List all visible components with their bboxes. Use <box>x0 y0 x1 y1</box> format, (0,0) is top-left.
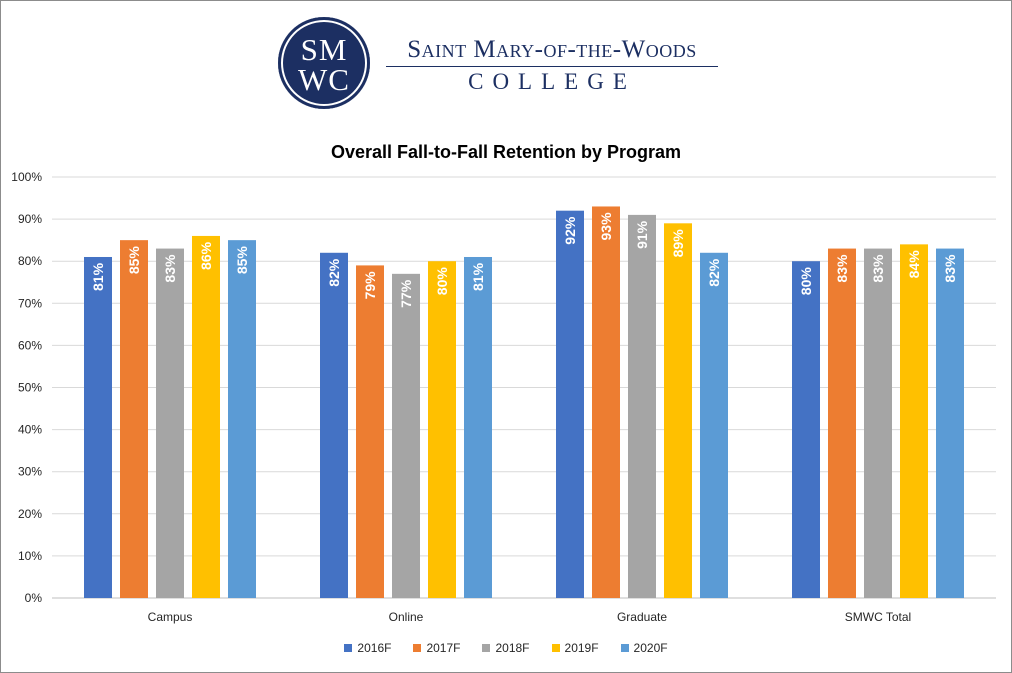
bar-value-label: 91% <box>634 220 650 249</box>
bar-value-label: 85% <box>126 246 142 275</box>
bar-2016F-campus <box>84 256 112 598</box>
logo-college-name: Saint Mary-of-the-Woods <box>407 36 697 63</box>
x-category-label: SMWC Total <box>845 610 911 624</box>
legend-label: 2016F <box>357 641 392 655</box>
y-tick-label: 70% <box>18 296 42 310</box>
legend-item: 2019F <box>551 641 599 655</box>
bar-value-label: 77% <box>398 279 414 308</box>
logo-divider <box>386 66 718 67</box>
chart-title: Overall Fall-to-Fall Retention by Progra… <box>330 142 682 162</box>
bar-value-label: 86% <box>198 241 214 270</box>
bars <box>84 206 964 599</box>
legend-item: 2018F <box>482 641 530 655</box>
legend-item: 2016F <box>344 641 391 655</box>
bar-value-label: 84% <box>906 250 922 279</box>
bar-value-label: 80% <box>434 267 450 296</box>
x-axis-categories: Campus Online Graduate SMWC Total <box>148 610 912 624</box>
bar-2018F-smwc-total <box>864 248 892 598</box>
bar-2017F-smwc-total <box>828 248 856 598</box>
logo-seal-text-bottom: WC <box>298 62 350 97</box>
x-category-label: Campus <box>148 610 193 624</box>
bar-value-label: 92% <box>562 216 578 245</box>
bar-2020F-campus <box>228 240 256 598</box>
y-tick-label: 40% <box>18 423 42 437</box>
bar-value-label: 83% <box>870 254 886 283</box>
bar-2016F-online <box>320 252 348 598</box>
legend-label: 2018F <box>495 641 530 655</box>
bar-value-label: 82% <box>706 258 722 287</box>
bar-2017F-graduate <box>592 206 620 598</box>
legend-swatch <box>482 644 491 652</box>
y-tick-label: 80% <box>18 254 42 268</box>
bar-2018F-online <box>392 273 420 598</box>
bar-value-label: 85% <box>234 246 250 275</box>
logo-seal-text-top: SM <box>300 32 348 67</box>
college-logo-seal: SM WC <box>278 17 370 109</box>
bar-2016F-graduate <box>556 210 584 598</box>
legend-swatch <box>620 644 629 652</box>
legend-swatch <box>344 644 353 652</box>
bar-value-label: 89% <box>670 229 686 258</box>
x-category-label: Online <box>389 610 424 624</box>
bar-value-label: 93% <box>598 212 614 241</box>
legend-item: 2017F <box>413 641 460 655</box>
bar-2018F-campus <box>156 248 184 598</box>
y-axis-ticks: 0% 10% 20% 30% 40% 50% 60% 70% 80% 90% 100% <box>11 170 42 605</box>
bar-2019F-smwc-total <box>900 244 928 599</box>
bar-value-label: 81% <box>90 262 106 291</box>
bar-2020F-online <box>464 256 492 598</box>
bar-2017F-campus <box>120 240 148 598</box>
logo-college-subtitle: COLLEGE <box>468 69 636 94</box>
y-tick-label: 30% <box>18 465 42 479</box>
legend-label: 2017F <box>426 641 461 655</box>
legend-label: 2019F <box>564 641 599 655</box>
x-category-label: Graduate <box>617 610 667 624</box>
legend-swatch <box>551 644 560 652</box>
bar-value-label: 83% <box>162 254 178 283</box>
bar-2019F-graduate <box>664 223 692 598</box>
legend: 2016F 2017F 2018F 2019F 2020F <box>0 641 1012 655</box>
bar-2019F-online <box>428 261 456 598</box>
bar-value-label: 82% <box>326 258 342 287</box>
y-tick-label: 10% <box>18 549 42 563</box>
bar-2017F-online <box>356 265 384 598</box>
y-tick-label: 60% <box>18 338 42 352</box>
data-labels: 81% 85% 83% 86% 85% 82% 79% 77% 80% 81% 92% 93% 91% 8… <box>90 212 958 308</box>
legend-swatch <box>413 644 422 652</box>
bar-value-label: 83% <box>942 254 958 283</box>
y-tick-label: 20% <box>18 507 42 521</box>
bar-value-label: 83% <box>834 254 850 283</box>
legend-item: 2020F <box>620 641 668 655</box>
bar-2016F-smwc-total <box>792 261 820 598</box>
legend-label: 2020F <box>633 641 668 655</box>
bar-value-label: 80% <box>798 267 814 296</box>
bar-2018F-graduate <box>628 214 656 598</box>
y-tick-label: 100% <box>11 170 42 184</box>
y-tick-label: 0% <box>25 591 43 605</box>
bar-2020F-smwc-total <box>936 248 964 598</box>
bar-2019F-campus <box>192 235 220 598</box>
bar-2020F-graduate <box>700 252 728 598</box>
bar-value-label: 81% <box>470 262 486 291</box>
bar-value-label: 79% <box>362 271 378 300</box>
y-tick-label: 90% <box>18 212 42 226</box>
y-tick-label: 50% <box>18 381 42 395</box>
